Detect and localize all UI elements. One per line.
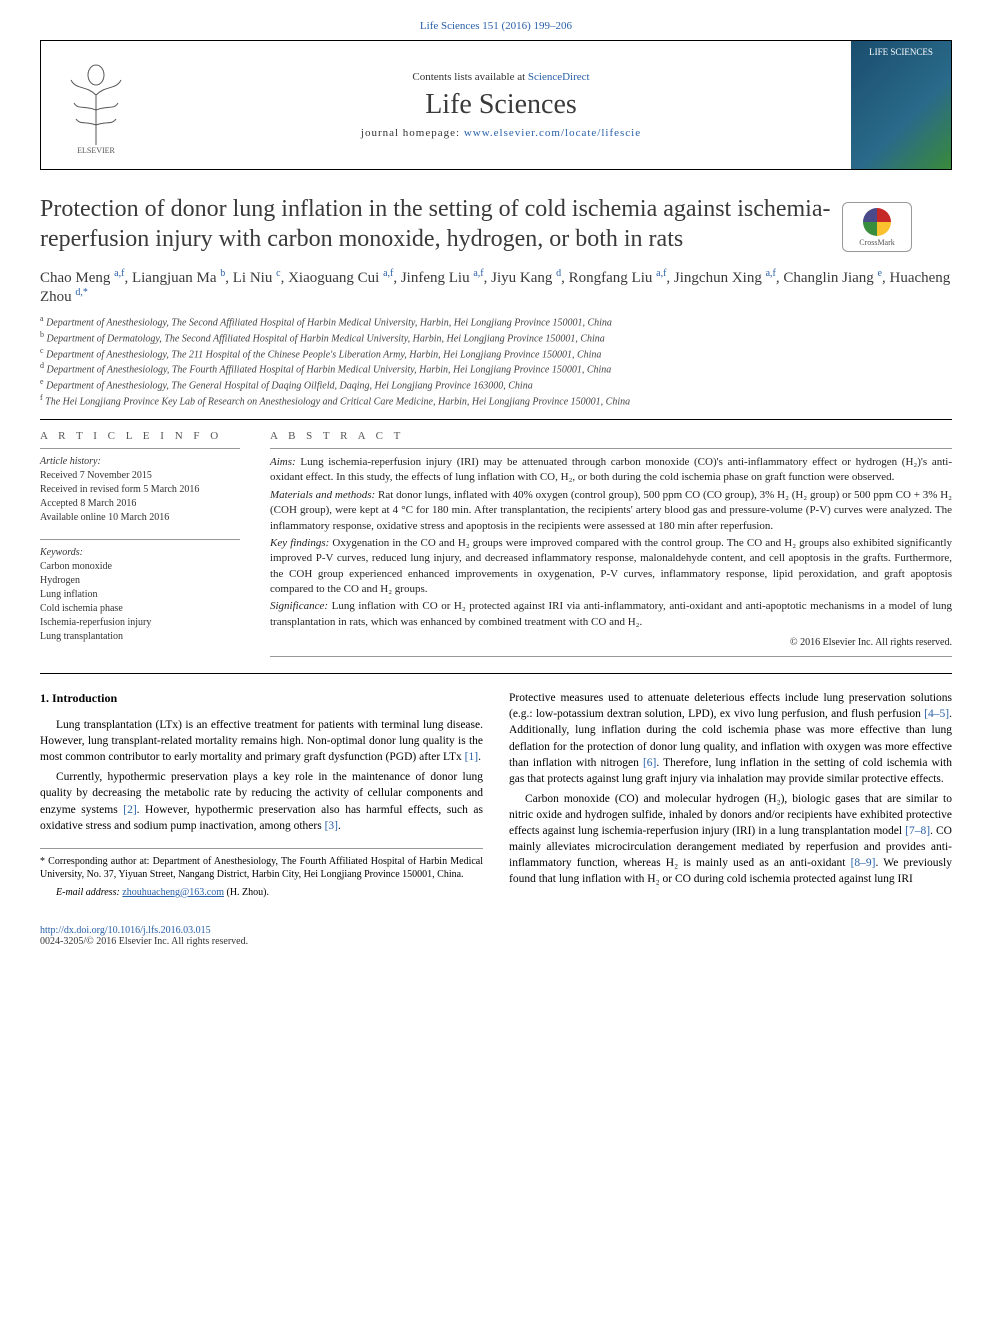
- page-footer: http://dx.doi.org/10.1016/j.lfs.2016.03.…: [40, 925, 952, 947]
- keyword-line: Lung transplantation: [40, 630, 240, 644]
- affiliation-line: c Department of Anesthesiology, The 211 …: [40, 346, 952, 362]
- thin-rule: [40, 448, 240, 449]
- history-line: Received in revised form 5 March 2016: [40, 483, 240, 497]
- methods-label: Materials and methods:: [270, 489, 375, 501]
- corresponding-footnote: * Corresponding author at: Department of…: [40, 848, 483, 900]
- thin-rule: [270, 448, 952, 449]
- email-link[interactable]: zhouhuacheng@163.com: [122, 887, 224, 898]
- journal-homepage: journal homepage: www.elsevier.com/locat…: [151, 127, 851, 139]
- thin-rule: [40, 539, 240, 540]
- ref-link[interactable]: [7–8]: [905, 825, 930, 837]
- ref-link[interactable]: [3]: [325, 820, 338, 832]
- separator: [40, 419, 952, 420]
- issn-line: 0024-3205/© 2016 Elsevier Inc. All right…: [40, 936, 248, 947]
- ref-link[interactable]: [1]: [465, 751, 478, 763]
- corr-author: * Corresponding author at: Department of…: [40, 855, 483, 882]
- crossmark-label: CrossMark: [859, 238, 895, 247]
- keywords-block: Keywords: Carbon monoxideHydrogenLung in…: [40, 546, 240, 644]
- cover-text: LIFE SCIENCES: [869, 47, 933, 57]
- significance-label: Significance:: [270, 600, 328, 612]
- abstract-copyright: © 2016 Elsevier Inc. All rights reserved…: [270, 636, 952, 650]
- separator: [40, 673, 952, 674]
- aims-label: Aims:: [270, 456, 296, 468]
- contents-line: Contents lists available at ScienceDirec…: [151, 71, 851, 83]
- keyword-line: Carbon monoxide: [40, 560, 240, 574]
- article-history: Article history: Received 7 November 201…: [40, 455, 240, 525]
- contents-prefix: Contents lists available at: [412, 71, 527, 83]
- body-columns: 1. Introduction Lung transplantation (LT…: [40, 690, 952, 903]
- intro-p4: Carbon monoxide (CO) and molecular hydro…: [509, 791, 952, 888]
- header-citation: Life Sciences 151 (2016) 199–206: [0, 0, 992, 40]
- email-suffix: (H. Zhou).: [224, 887, 269, 898]
- affiliations: a Department of Anesthesiology, The Seco…: [40, 314, 952, 409]
- history-line: Accepted 8 March 2016: [40, 497, 240, 511]
- ref-link[interactable]: [8–9]: [851, 857, 876, 869]
- journal-cover: LIFE SCIENCES: [851, 41, 951, 169]
- keyword-line: Lung inflation: [40, 588, 240, 602]
- findings-label: Key findings:: [270, 537, 329, 549]
- ref-link[interactable]: [2]: [123, 804, 136, 816]
- doi-link[interactable]: http://dx.doi.org/10.1016/j.lfs.2016.03.…: [40, 925, 211, 936]
- abstract-column: A B S T R A C T Aims: Lung ischemia-repe…: [270, 430, 952, 663]
- ref-link[interactable]: [6]: [643, 757, 656, 769]
- elsevier-logo: ELSEVIER: [41, 41, 151, 169]
- history-line: Received 7 November 2015: [40, 469, 240, 483]
- ref-link[interactable]: [4–5]: [924, 708, 949, 720]
- journal-name: Life Sciences: [151, 89, 851, 121]
- svg-text:ELSEVIER: ELSEVIER: [77, 146, 115, 155]
- body-col-left: 1. Introduction Lung transplantation (LT…: [40, 690, 483, 903]
- affiliation-line: e Department of Anesthesiology, The Gene…: [40, 377, 952, 393]
- findings-text: Oxygenation in the CO and H₂ groups were…: [270, 537, 952, 595]
- keywords-header: Keywords:: [40, 546, 240, 560]
- affiliation-line: f The Hei Longjiang Province Key Lab of …: [40, 393, 952, 409]
- email-label: E-mail address:: [56, 887, 122, 898]
- thin-rule: [270, 656, 952, 657]
- affiliation-line: b Department of Dermatology, The Second …: [40, 330, 952, 346]
- journal-center: Contents lists available at ScienceDirec…: [151, 63, 851, 147]
- article-title: Protection of donor lung inflation in th…: [40, 194, 862, 254]
- keyword-line: Cold ischemia phase: [40, 602, 240, 616]
- header-bar: ELSEVIER Contents lists available at Sci…: [40, 40, 952, 170]
- intro-p1: Lung transplantation (LTx) is an effecti…: [40, 717, 483, 765]
- authors: Chao Meng a,f, Liangjuan Ma b, Li Niu c,…: [40, 268, 952, 306]
- abstract-heading: A B S T R A C T: [270, 430, 952, 442]
- article-info-column: A R T I C L E I N F O Article history: R…: [40, 430, 240, 663]
- affiliation-line: d Department of Anesthesiology, The Four…: [40, 361, 952, 377]
- intro-heading: 1. Introduction: [40, 690, 483, 707]
- homepage-label: journal homepage:: [361, 127, 464, 139]
- homepage-link[interactable]: www.elsevier.com/locate/lifescie: [464, 127, 641, 139]
- significance-text: Lung inflation with CO or H₂ protected a…: [270, 600, 952, 627]
- intro-p2: Currently, hypothermic preservation play…: [40, 769, 483, 833]
- intro-p3: Protective measures used to attenuate de…: [509, 690, 952, 787]
- history-line: Available online 10 March 2016: [40, 511, 240, 525]
- affiliation-line: a Department of Anesthesiology, The Seco…: [40, 314, 952, 330]
- crossmark-badge[interactable]: CrossMark: [842, 202, 912, 252]
- keyword-line: Ischemia-reperfusion injury: [40, 616, 240, 630]
- body-col-right: Protective measures used to attenuate de…: [509, 690, 952, 903]
- crossmark-icon: [863, 208, 891, 236]
- corr-email-line: E-mail address: zhouhuacheng@163.com (H.…: [40, 886, 483, 900]
- sciencedirect-link[interactable]: ScienceDirect: [528, 71, 590, 83]
- abstract-text: Aims: Lung ischemia-reperfusion injury (…: [270, 455, 952, 650]
- info-heading: A R T I C L E I N F O: [40, 430, 240, 442]
- keyword-line: Hydrogen: [40, 574, 240, 588]
- aims-text: Lung ischemia-reperfusion injury (IRI) m…: [270, 456, 952, 483]
- history-header: Article history:: [40, 455, 240, 469]
